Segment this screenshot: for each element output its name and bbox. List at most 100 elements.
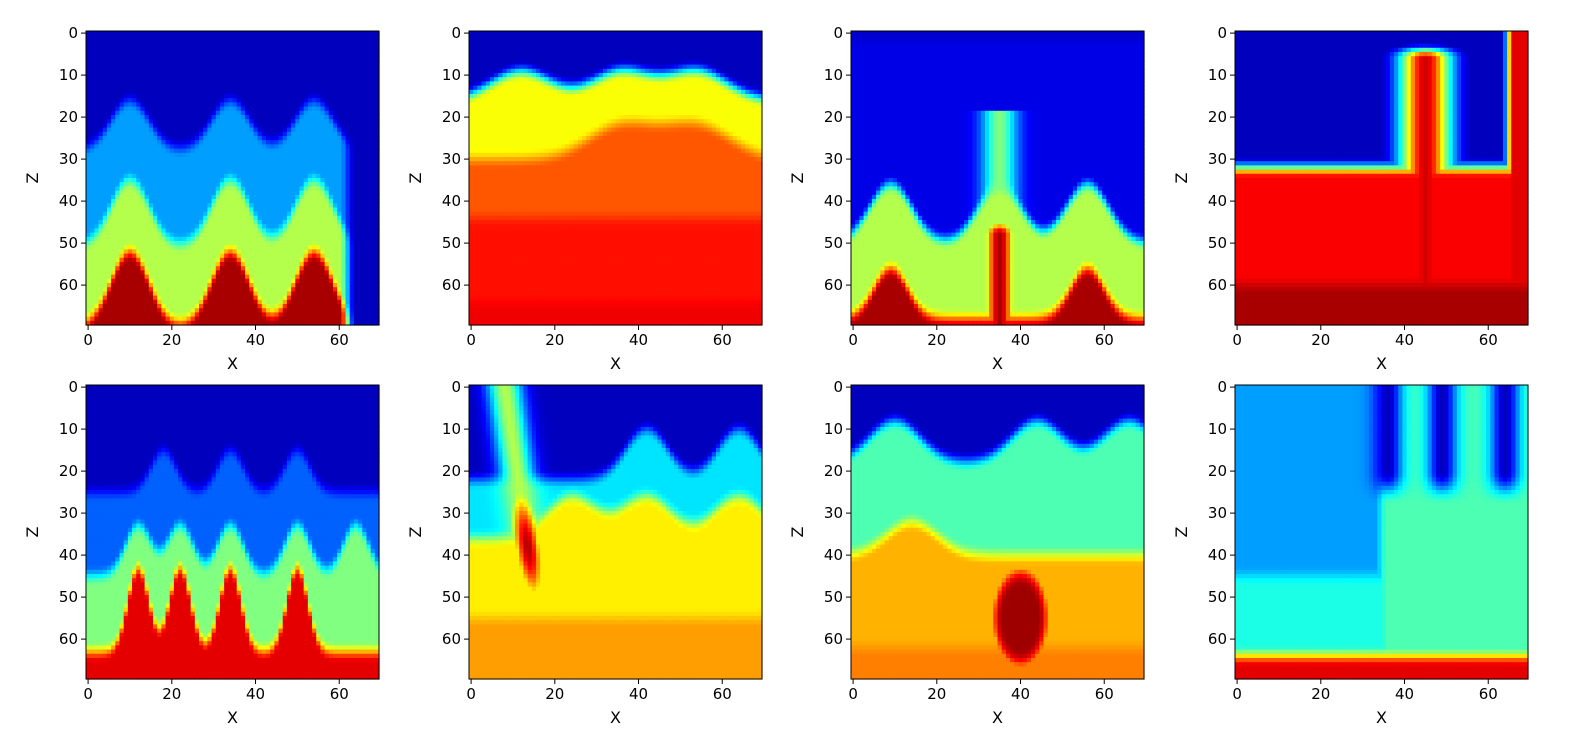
y-tick-label: 0 (1217, 378, 1227, 396)
y-tick-label: 0 (68, 24, 78, 42)
y-tick-label: 10 (59, 420, 78, 438)
x-tick-label: 60 (713, 685, 732, 703)
y-tick-label: 60 (824, 630, 843, 648)
y-tick-label: 40 (1208, 546, 1227, 564)
y-tick-label: 60 (1208, 276, 1227, 294)
heatmap-image (851, 385, 1145, 680)
x-tick-label: 20 (1311, 331, 1330, 349)
x-tick-label: 0 (466, 685, 476, 703)
heatmap-image (469, 31, 763, 326)
x-tick-label: 20 (1311, 685, 1330, 703)
x-axis-label: X (992, 708, 1003, 727)
x-tick-label: 0 (83, 685, 93, 703)
heatmap-image (86, 385, 380, 680)
y-tick-label: 40 (59, 546, 78, 564)
y-tick-label: 10 (824, 66, 843, 84)
y-tick-label: 20 (1208, 108, 1227, 126)
y-tick-label: 40 (824, 546, 843, 564)
x-tick-label: 60 (1479, 685, 1498, 703)
y-axis-label: Z (23, 526, 42, 537)
y-tick-label: 50 (1208, 234, 1227, 252)
x-tick-label: 40 (1011, 685, 1030, 703)
y-tick-label: 50 (59, 234, 78, 252)
y-axis-label: Z (23, 172, 42, 183)
y-axis-label: Z (788, 526, 807, 537)
y-tick-label: 10 (824, 420, 843, 438)
heatmap-image (851, 31, 1145, 326)
x-tick-label: 40 (629, 685, 648, 703)
y-tick-label: 60 (824, 276, 843, 294)
y-axis-label: Z (406, 526, 425, 537)
y-tick-label: 40 (1208, 192, 1227, 210)
x-tick-label: 40 (1011, 331, 1030, 349)
y-tick-label: 50 (442, 588, 461, 606)
y-tick-label: 30 (824, 150, 843, 168)
y-tick-label: 20 (59, 462, 78, 480)
y-tick-label: 10 (59, 66, 78, 84)
y-tick-label: 30 (824, 504, 843, 522)
y-tick-label: 50 (442, 234, 461, 252)
y-tick-label: 30 (59, 504, 78, 522)
x-tick-label: 60 (1479, 331, 1498, 349)
y-tick-label: 0 (833, 378, 843, 396)
y-tick-label: 10 (1208, 66, 1227, 84)
x-tick-label: 60 (1095, 331, 1114, 349)
x-tick-label: 20 (545, 331, 564, 349)
y-tick-label: 30 (442, 504, 461, 522)
y-tick-label: 10 (1208, 420, 1227, 438)
y-tick-label: 40 (59, 192, 78, 210)
y-tick-label: 30 (1208, 504, 1227, 522)
x-tick-label: 60 (713, 331, 732, 349)
x-tick-label: 40 (1395, 685, 1414, 703)
x-axis-label: X (610, 354, 621, 373)
x-tick-label: 0 (848, 685, 858, 703)
x-tick-label: 60 (330, 685, 349, 703)
x-tick-label: 0 (466, 331, 476, 349)
y-tick-label: 10 (442, 66, 461, 84)
x-tick-label: 20 (162, 331, 181, 349)
y-tick-label: 40 (442, 192, 461, 210)
x-tick-label: 60 (330, 331, 349, 349)
y-axis-label: Z (1172, 172, 1191, 183)
y-tick-label: 20 (442, 462, 461, 480)
y-tick-label: 10 (442, 420, 461, 438)
x-tick-label: 20 (927, 331, 946, 349)
y-axis-label: Z (406, 172, 425, 183)
x-tick-label: 40 (629, 331, 648, 349)
x-axis-label: X (227, 354, 238, 373)
heatmap-image (86, 31, 380, 326)
y-tick-label: 60 (1208, 630, 1227, 648)
x-tick-label: 20 (927, 685, 946, 703)
y-tick-label: 0 (1217, 24, 1227, 42)
y-tick-label: 20 (824, 462, 843, 480)
y-tick-label: 60 (59, 630, 78, 648)
y-tick-label: 30 (442, 150, 461, 168)
x-axis-label: X (610, 708, 621, 727)
y-tick-label: 40 (824, 192, 843, 210)
y-tick-label: 50 (824, 588, 843, 606)
y-axis-label: Z (788, 172, 807, 183)
x-tick-label: 20 (162, 685, 181, 703)
x-tick-label: 0 (83, 331, 93, 349)
y-tick-label: 60 (59, 276, 78, 294)
y-tick-label: 50 (1208, 588, 1227, 606)
x-tick-label: 0 (1232, 331, 1242, 349)
x-tick-label: 0 (848, 331, 858, 349)
y-tick-label: 20 (59, 108, 78, 126)
heatmap-image (469, 385, 763, 680)
heatmap-image (1235, 385, 1529, 680)
y-tick-label: 50 (59, 588, 78, 606)
y-tick-label: 40 (442, 546, 461, 564)
y-tick-label: 20 (442, 108, 461, 126)
y-tick-label: 50 (824, 234, 843, 252)
y-tick-label: 30 (1208, 150, 1227, 168)
y-tick-label: 0 (451, 378, 461, 396)
